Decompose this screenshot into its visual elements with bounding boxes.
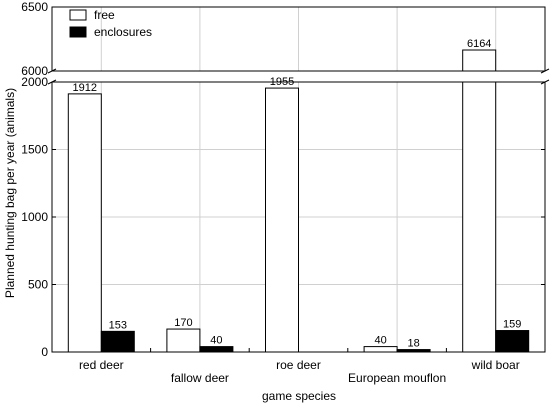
y-axis-label: Planned hunting bag per year (animals)	[3, 88, 17, 298]
bar-free	[265, 87, 299, 353]
category-label: fallow deer	[171, 371, 229, 385]
bar-enclosures	[100, 330, 135, 353]
data-label-enclosures: 18	[407, 338, 419, 350]
bar-enclosures	[495, 330, 530, 353]
y-tick-label: 500	[28, 278, 48, 292]
data-label-free: 170	[174, 317, 192, 329]
data-label-enclosures: 40	[210, 335, 222, 347]
data-labels: 1912 153 red deer 170 40 fallow deer 1955 roe d…	[73, 38, 522, 385]
bar-free	[166, 328, 201, 353]
bar-free	[363, 346, 398, 353]
legend-swatch	[69, 26, 87, 38]
y-tick-label: 1500	[21, 143, 48, 157]
data-label-free: 40	[374, 335, 386, 347]
bar-free	[67, 93, 102, 353]
legend-entry: free	[94, 8, 115, 22]
legend: free enclosures	[69, 8, 152, 39]
legend-entry: enclosures	[94, 25, 152, 39]
y-tick-label: 0	[41, 345, 48, 359]
category-label: wild boar	[471, 358, 520, 372]
x-axis-label: game species	[262, 389, 336, 403]
bar-free-upper	[462, 49, 497, 72]
y-tick-label: 6500	[21, 0, 48, 14]
data-label-free: 6164	[467, 38, 491, 50]
bar-enclosures	[199, 346, 234, 353]
legend-swatch	[69, 9, 87, 21]
bars	[67, 49, 530, 353]
category-label: red deer	[79, 358, 124, 372]
category-label: European mouflon	[348, 371, 446, 385]
data-label-enclosures: 153	[109, 319, 127, 331]
bar-free	[462, 81, 497, 353]
y-tick-label: 6000	[21, 64, 48, 78]
y-tick-label: 2000	[21, 75, 48, 89]
data-label-free: 1955	[270, 76, 294, 88]
category-label: roe deer	[276, 358, 321, 372]
upper-panel-frame	[51, 6, 546, 72]
data-label-enclosures: 159	[503, 319, 521, 331]
y-tick-label: 1000	[21, 210, 48, 224]
data-label-free: 1912	[73, 82, 97, 94]
